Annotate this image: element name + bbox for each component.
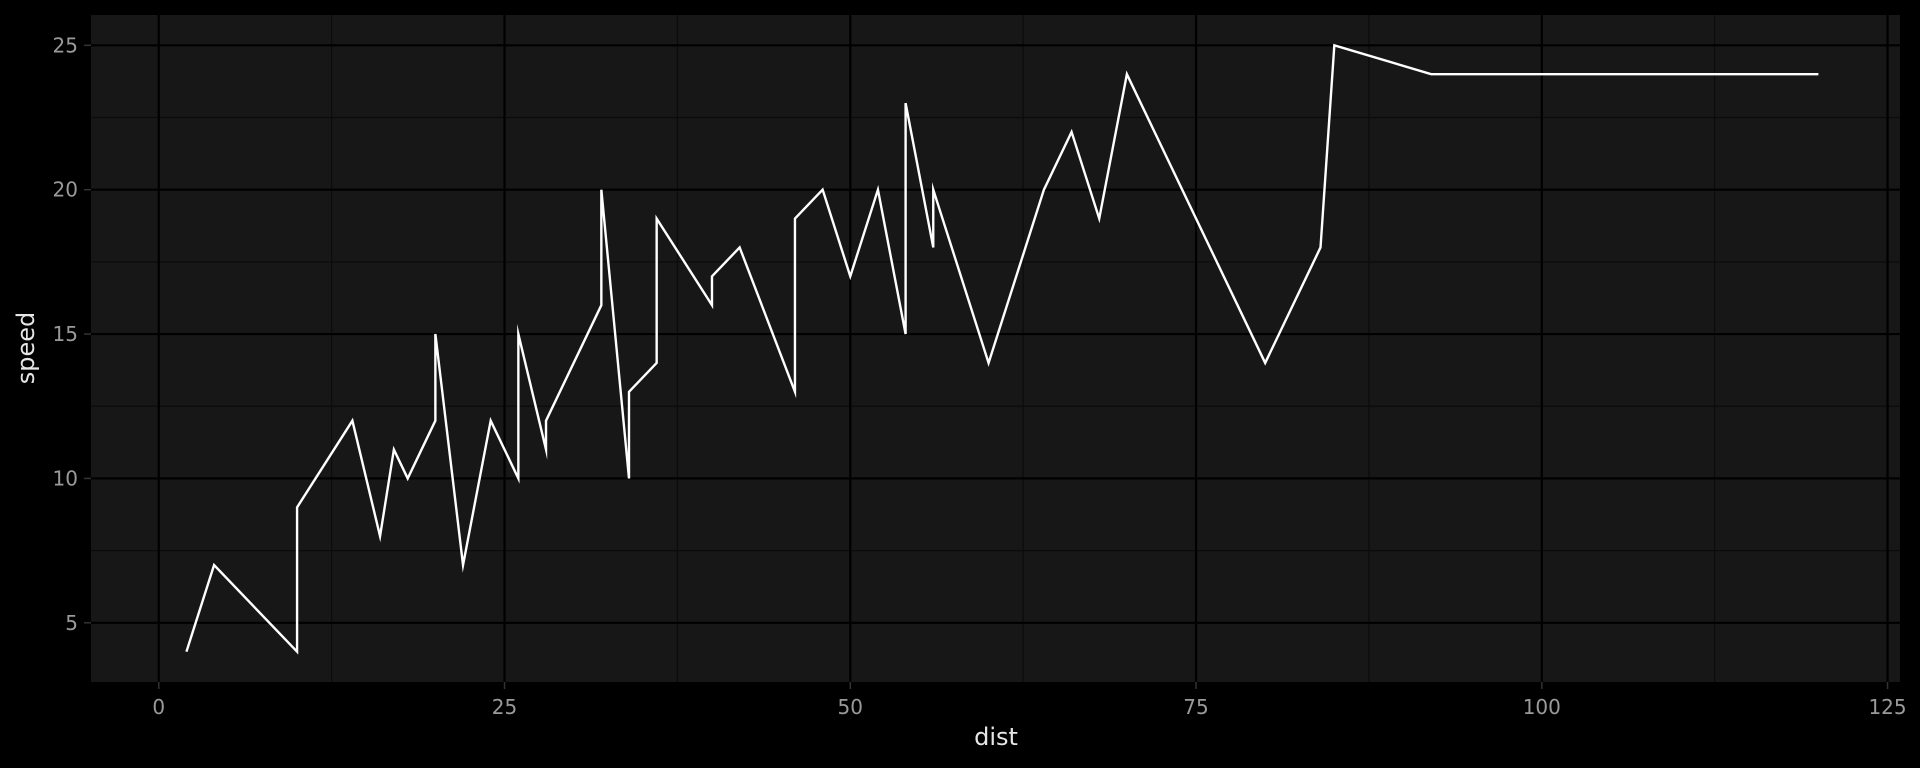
series-layer bbox=[185, 43, 1819, 655]
x-axis: 0 25 50 75 100 125 bbox=[152, 682, 1907, 719]
y-tick-label: 15 bbox=[53, 322, 78, 346]
x-tick-label: 100 bbox=[1523, 695, 1561, 719]
x-axis-title: dist bbox=[974, 723, 1018, 751]
x-tick-label: 25 bbox=[492, 695, 517, 719]
y-tick-label: 20 bbox=[53, 178, 78, 202]
series-line bbox=[185, 43, 1819, 655]
major-grid bbox=[91, 15, 1900, 682]
y-axis: 5 10 15 20 25 bbox=[53, 33, 91, 635]
y-tick-label: 5 bbox=[65, 611, 78, 635]
y-tick-label: 10 bbox=[53, 466, 78, 490]
x-tick-label: 75 bbox=[1183, 695, 1208, 719]
y-tick-label: 25 bbox=[53, 33, 78, 57]
plot-panel bbox=[91, 15, 1900, 682]
y-axis-title: speed bbox=[12, 312, 40, 385]
x-tick-label: 0 bbox=[152, 695, 165, 719]
minor-grid bbox=[91, 15, 1900, 682]
x-tick-label: 125 bbox=[1868, 695, 1906, 719]
x-tick-label: 50 bbox=[838, 695, 863, 719]
